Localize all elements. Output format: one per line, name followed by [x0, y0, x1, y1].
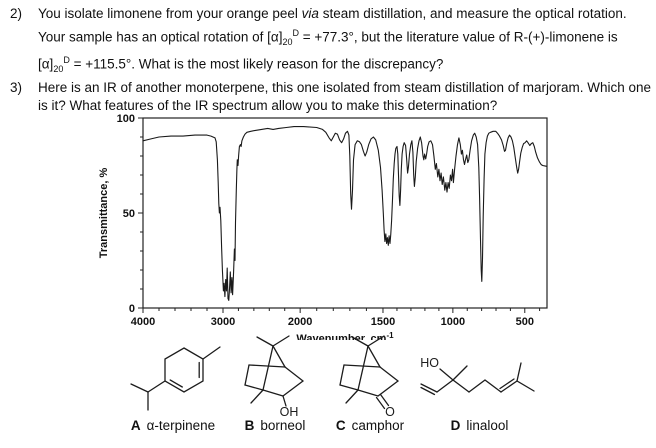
bond-line	[419, 383, 438, 393]
bond-line	[339, 384, 359, 391]
bond-line	[262, 345, 274, 391]
bond-line	[375, 396, 386, 410]
bond-line	[483, 379, 502, 393]
structure-letter-d: D	[450, 418, 461, 433]
bond-line	[244, 364, 250, 386]
bond-line	[367, 345, 381, 368]
x-tick-label: 1000	[441, 316, 465, 328]
bond-line	[262, 389, 284, 397]
structure-name-a: α-terpinene	[146, 418, 216, 433]
q2-alpha-superscript: D	[63, 55, 70, 66]
bond-line	[451, 379, 470, 393]
bond-line	[272, 345, 286, 368]
bond-line	[351, 336, 369, 347]
bond-line	[357, 345, 369, 391]
y-tick-label: 100	[117, 113, 135, 125]
question-2: 2) You isolate limonene from your orange…	[10, 5, 652, 79]
q2-text-part: steam distillation, and measure the opti…	[38, 6, 627, 44]
question-2-number: 2)	[10, 6, 23, 21]
x-tick-label: 3000	[211, 316, 235, 328]
y-tick-label: 50	[123, 208, 135, 220]
bond-line	[169, 379, 183, 388]
bond-line	[343, 364, 381, 368]
bond-line	[515, 380, 535, 392]
alpha-terpinene-structure	[129, 346, 221, 411]
structure-name-b: borneol	[260, 418, 306, 433]
y-tick-label: 0	[129, 303, 135, 315]
bond-line	[244, 384, 264, 391]
plot-frame	[142, 117, 548, 309]
camphor-structure: O	[339, 335, 399, 418]
bond-line	[256, 336, 274, 347]
bond-line	[419, 386, 435, 396]
hydroxyl-label: OH	[280, 405, 299, 418]
bond-line	[515, 362, 522, 382]
bond-line	[367, 335, 385, 347]
question-2-text: You isolate limonene from your orange pe…	[38, 5, 652, 79]
bond-line	[467, 379, 486, 393]
question-3: 3) Here is an IR of another monoterpene,…	[10, 79, 652, 116]
ho-label: HO	[420, 356, 439, 370]
bond-line	[499, 380, 518, 393]
q2-text-part: = +77.3°, but the literature value of R-…	[38, 29, 618, 72]
structure-name-d: linalool	[466, 418, 509, 433]
bond-line	[339, 364, 345, 386]
linalool-structure: HO	[419, 356, 535, 396]
q2-via-italic: via	[301, 6, 319, 21]
bond-line	[451, 365, 468, 381]
q2-text-part: = +115.5°. What is the most likely reaso…	[69, 56, 444, 72]
carbonyl-oxygen-label: O	[385, 405, 395, 418]
ir-spectrum-chart: 4000 3000 2000 1500 1000 500100500Transmittan…	[98, 113, 548, 340]
bond-line	[201, 346, 221, 360]
bond-line	[377, 380, 399, 397]
bond-line	[438, 368, 454, 381]
bond-line	[146, 380, 166, 393]
bond-line	[248, 364, 286, 368]
x-axis-title: Wavenumber, cm-1	[296, 331, 394, 340]
q2-alpha-subscript: 20	[282, 36, 293, 47]
structure-name-c: camphor	[351, 418, 405, 433]
structure-letter-b: B	[244, 418, 255, 433]
borneol-structure: OH	[244, 335, 304, 418]
q2-text-part: You isolate limonene from your orange pe…	[38, 6, 302, 21]
bond-line	[357, 389, 379, 397]
q2-alpha-subscript: 20	[53, 64, 64, 75]
q2-alpha-superscript: D	[292, 27, 299, 38]
bond-line	[282, 395, 287, 407]
x-tick-label: 500	[516, 316, 534, 328]
bond-line	[272, 335, 290, 347]
questions-section: 2) You isolate limonene from your orange…	[10, 5, 652, 116]
bond-line	[250, 389, 264, 404]
question-3-text: Here is an IR of another monoterpene, th…	[38, 79, 652, 114]
bond-line	[163, 347, 204, 393]
bond-line	[284, 366, 304, 382]
bond-line	[435, 379, 454, 393]
bond-line	[129, 383, 149, 393]
x-tick-label: 2000	[288, 316, 312, 328]
bond-line	[282, 380, 304, 397]
bond-line	[345, 389, 359, 404]
bond-line	[379, 366, 399, 382]
structure-letter-c: C	[335, 418, 346, 433]
bond-line	[379, 393, 390, 407]
question-3-number: 3)	[10, 79, 23, 95]
structure-letter-a: A	[130, 418, 141, 433]
y-axis-title: Transmittance, %	[98, 168, 110, 259]
x-tick-label: 4000	[131, 316, 155, 328]
x-tick-label: 1500	[371, 316, 395, 328]
bond-line	[498, 378, 515, 390]
spectrum-curve	[142, 126, 548, 301]
